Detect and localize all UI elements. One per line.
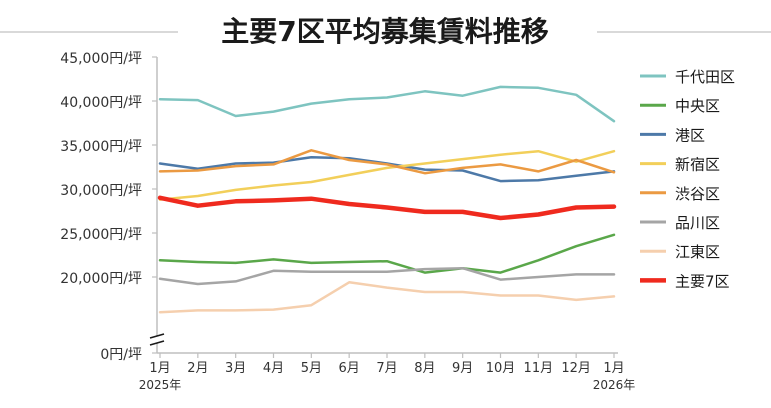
x-tick-label: 4月 [263, 361, 284, 376]
axis-break-mark-1 [149, 333, 165, 339]
legend-label: 千代田区 [675, 68, 735, 86]
x-tick-label: 1月 [149, 361, 170, 376]
y-tick-label: 20,000円/坪 [60, 271, 142, 287]
y-tick-label: 30,000円/坪 [60, 183, 142, 199]
x-tick-label: 10月 [486, 361, 516, 376]
x-tick-label: 12月 [561, 361, 591, 376]
x-tick-label: 3月 [225, 361, 246, 376]
legend-label: 中央区 [675, 97, 720, 115]
chart-title: 主要7区平均募集賃料推移 [221, 15, 548, 48]
x-tick-label: 9月 [452, 361, 473, 376]
x-tick-label: 5月 [301, 361, 322, 376]
x-year-label: 2026年 [593, 378, 636, 392]
legend-label: 主要7区 [675, 272, 730, 290]
axis-break-mark-2 [149, 340, 165, 346]
series-line [158, 85, 616, 123]
series-line [157, 195, 617, 221]
legend-label: 新宿区 [675, 156, 720, 174]
series-line [158, 281, 616, 314]
y-tick-label: 25,000円/坪 [60, 227, 142, 243]
legend-label: 港区 [675, 126, 705, 144]
y-tick-label: 35,000円/坪 [60, 139, 142, 155]
legend-label: 江東区 [675, 243, 720, 261]
legend-label: 品川区 [675, 214, 720, 232]
series-lines [157, 85, 617, 314]
x-tick-label: 11月 [524, 361, 554, 376]
legend-label: 渋谷区 [675, 185, 720, 203]
y-tick-label: 0円/坪 [100, 347, 142, 363]
series-line [158, 149, 616, 175]
x-year-label: 2025年 [139, 378, 182, 392]
x-tick-label: 6月 [339, 361, 360, 376]
x-tick-label: 8月 [414, 361, 435, 376]
x-tick-label: 7月 [376, 361, 397, 376]
series-line [158, 233, 616, 274]
y-tick-label: 45,000円/坪 [60, 51, 142, 67]
series-line [158, 266, 616, 286]
series-line [158, 149, 616, 201]
y-tick-label: 40,000円/坪 [60, 95, 142, 111]
x-tick-label: 2月 [187, 361, 208, 376]
axes: 0円/坪 20,000円/坪 25,000円/坪 30,000円/坪 35,000円/坪… [60, 51, 635, 392]
x-tick-label: 1月 [603, 361, 624, 376]
